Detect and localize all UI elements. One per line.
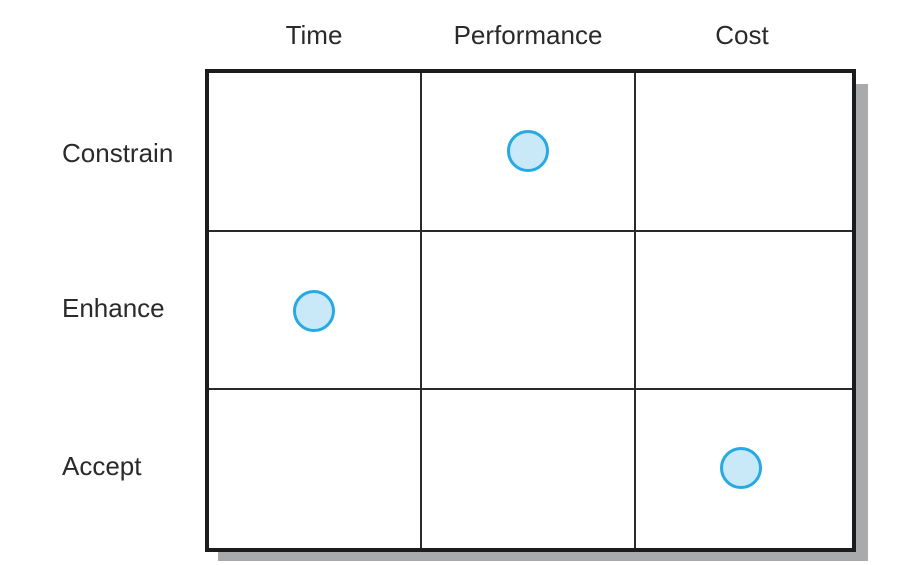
cell-accept-performance [422, 390, 636, 548]
cell-accept-time [209, 390, 422, 548]
cell-constrain-performance [422, 73, 636, 232]
row-header-enhance: Enhance [62, 293, 165, 323]
column-header-time: Time [285, 20, 343, 50]
cell-constrain-cost [636, 73, 852, 232]
column-header-cost: Cost [715, 20, 769, 50]
cell-constrain-time [209, 73, 422, 232]
column-header-performance: Performance [453, 20, 603, 50]
cell-enhance-cost [636, 232, 852, 390]
row-header-constrain: Constrain [62, 138, 174, 168]
cell-enhance-performance [422, 232, 636, 390]
selection-marker-icon [507, 130, 549, 172]
cell-enhance-time [209, 232, 422, 390]
selection-marker-icon [293, 290, 335, 332]
row-header-accept: Accept [62, 451, 142, 481]
cell-accept-cost [636, 390, 852, 548]
strategy-matrix [205, 69, 856, 552]
selection-marker-icon [720, 447, 762, 489]
